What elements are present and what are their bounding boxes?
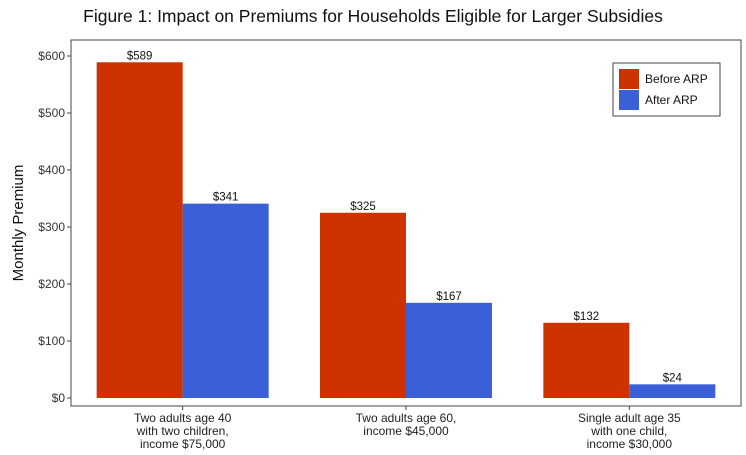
y-tick-label: $600 xyxy=(38,49,65,63)
y-tick-label: $200 xyxy=(38,277,65,291)
bars xyxy=(96,62,716,399)
data-label-after-arp: $24 xyxy=(663,372,683,384)
bar-after-arp xyxy=(406,302,492,398)
y-tick-label: $400 xyxy=(38,163,65,177)
chart-title: Figure 1: Impact on Premiums for Househo… xyxy=(83,6,663,26)
y-tick-label: $500 xyxy=(38,106,65,120)
x-category-label: Single adult age 35 xyxy=(578,411,681,425)
x-category-label: income $45,000 xyxy=(363,424,449,438)
data-label-after-arp: $167 xyxy=(436,291,462,303)
bar-after-arp xyxy=(182,203,269,398)
data-label-before-arp: $589 xyxy=(127,50,153,62)
legend-swatch-after-arp xyxy=(619,90,639,110)
x-category-label: Two adults age 60, xyxy=(356,411,457,425)
bar-before-arp xyxy=(543,322,630,398)
data-labels: $589 $341 $325 $167 $132 $24 xyxy=(127,50,683,384)
y-axis: $0 $100 $200 $300 $400 $500 $600 xyxy=(38,49,71,405)
data-label-before-arp: $325 xyxy=(350,201,376,213)
x-category-label: with one child, xyxy=(590,424,667,438)
x-category-label: income $30,000 xyxy=(587,437,673,451)
data-label-after-arp: $341 xyxy=(213,192,239,204)
bar-before-arp xyxy=(320,212,406,398)
y-tick-label: $300 xyxy=(38,220,65,234)
legend-label-before-arp: Before ARP xyxy=(645,72,708,86)
y-axis-title: Monthly Premium xyxy=(10,165,27,282)
legend-swatch-before-arp xyxy=(619,69,639,89)
data-label-before-arp: $132 xyxy=(574,311,600,323)
x-category-label: income $75,000 xyxy=(140,437,226,451)
legend-label-after-arp: After ARP xyxy=(645,93,698,107)
x-category-label: Two adults age 40 xyxy=(134,411,232,425)
bar-after-arp xyxy=(629,384,716,398)
legend: Before ARP After ARP xyxy=(612,62,721,117)
x-category-label: with two children, xyxy=(136,424,229,438)
y-tick-label: $100 xyxy=(38,334,65,348)
bar-before-arp xyxy=(96,62,183,399)
y-tick-label: $0 xyxy=(52,391,66,405)
